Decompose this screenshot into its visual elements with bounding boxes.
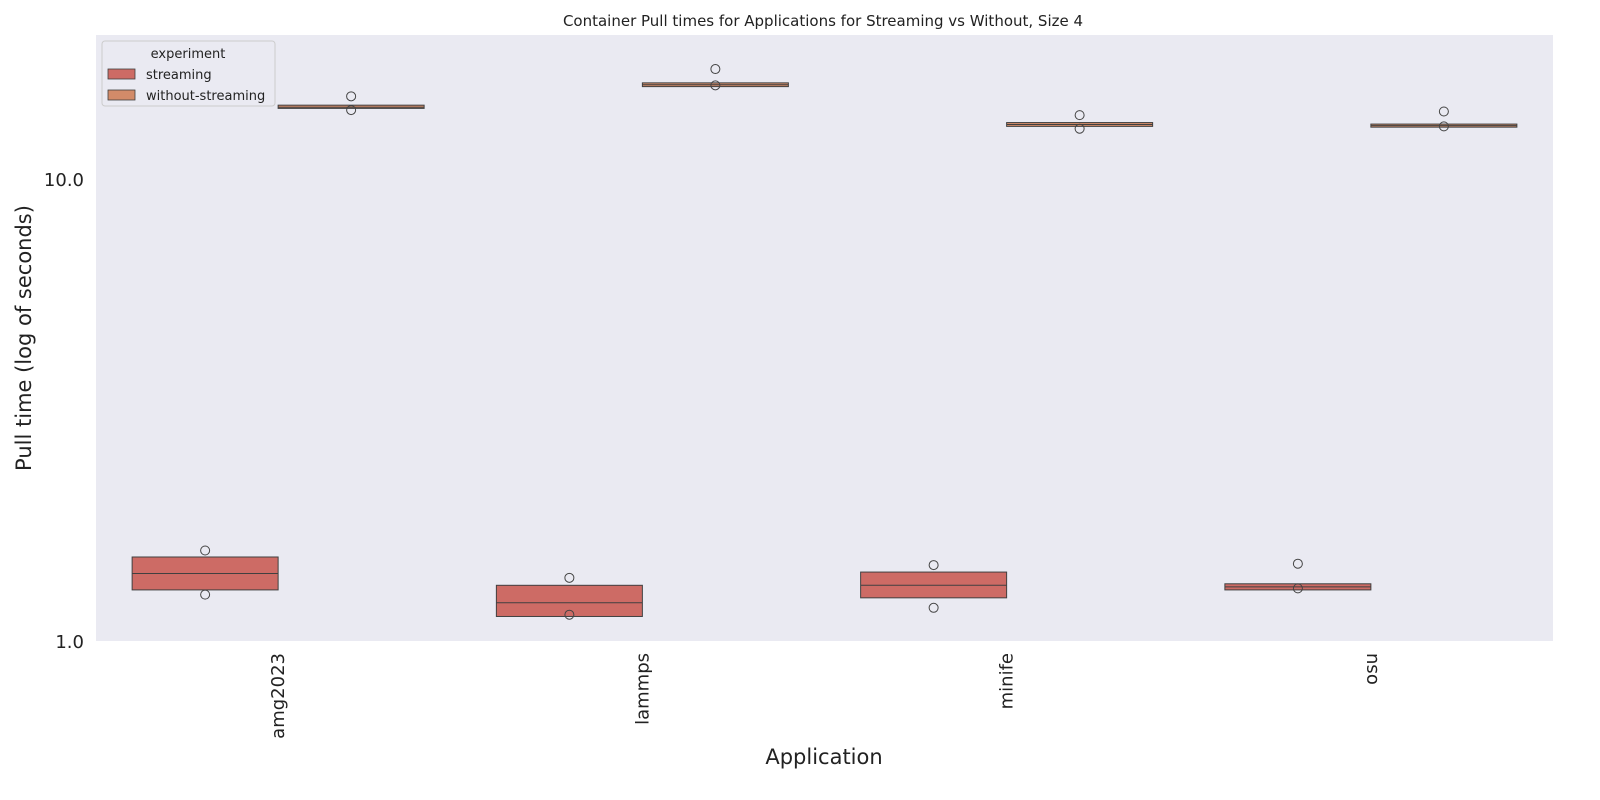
series-streaming [131,545,1372,620]
outlier-point-without-streaming-minife-0 [1074,123,1085,134]
outlier-point-without-streaming-minife-1 [1074,110,1085,121]
y-tick-label: 1.0 [55,632,84,653]
legend: experiment streaming without-streaming [101,40,276,107]
plot-area [96,35,1553,641]
legend-items: streaming without-streaming [107,68,265,104]
outlier-point-without-streaming-osu-0 [1438,121,1449,132]
chart-title: Container Pull times for Applications fo… [563,12,1083,30]
boxes-layer [131,64,1518,620]
legend-label-without-streaming: without-streaming [146,89,265,104]
outlier-point-streaming-minife-0 [928,602,939,613]
x-tick-label-amg2023: amg2023 [268,653,289,739]
outlier-point-without-streaming-lammps-1 [710,64,721,75]
outlier-point-without-streaming-lammps-0 [710,80,721,91]
y-axis: 1.0 10.0 [44,170,84,653]
outlier-point-without-streaming-osu-1 [1438,106,1449,117]
x-axis-label: Application [765,745,882,769]
outlier-point-streaming-minife-1 [928,560,939,571]
legend-swatch-streaming [107,68,136,80]
box-streaming-lammps [495,584,643,617]
legend-label-streaming: streaming [146,68,212,83]
outlier-point-without-streaming-amg2023-0 [346,105,357,116]
x-tick-label-minife: minife [997,653,1018,709]
outlier-point-streaming-lammps-0 [564,609,575,620]
legend-title: experiment [151,47,226,62]
y-tick-label: 10.0 [44,170,84,191]
legend-frame [101,40,276,107]
outlier-point-streaming-amg2023-0 [200,589,211,600]
y-axis-label: Pull time (log of seconds) [12,205,36,471]
series-without-streaming [277,64,1518,134]
x-tick-label-lammps: lammps [632,653,653,725]
outlier-point-streaming-amg2023-1 [200,545,211,556]
legend-swatch-without-streaming [107,89,136,101]
outlier-point-streaming-lammps-1 [564,572,575,583]
x-axis: amg2023 lammps minife osu [268,653,1382,739]
outlier-point-streaming-osu-1 [1292,558,1303,569]
x-tick-label-osu: osu [1361,653,1382,685]
outlier-point-without-streaming-amg2023-1 [346,91,357,102]
outlier-point-streaming-osu-0 [1292,583,1303,594]
